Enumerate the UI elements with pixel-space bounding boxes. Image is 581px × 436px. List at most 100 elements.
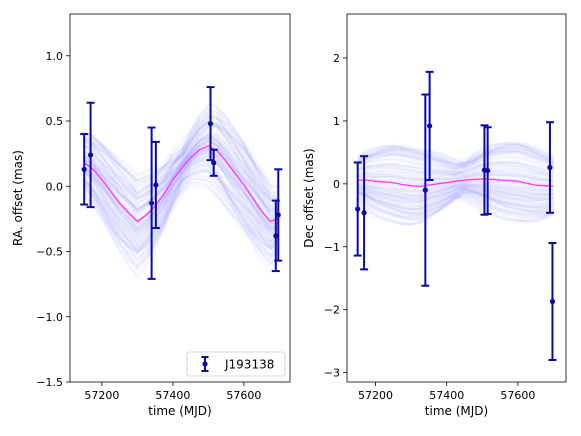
dec-model-curve — [357, 180, 554, 195]
x-tick-label: 57400 — [155, 389, 190, 402]
ra-model-curve — [83, 147, 281, 253]
dec-model-curve — [357, 187, 554, 211]
ra-model-curve — [83, 145, 280, 201]
ra-legend: J193138 — [186, 351, 286, 377]
y-tick-label: −1.5 — [36, 376, 63, 389]
dec-model-curve — [357, 181, 554, 198]
ra-model-curve — [83, 146, 281, 245]
ra-model-curve — [84, 117, 280, 184]
ra-model-curve — [83, 135, 280, 217]
ra-model-curve — [83, 115, 280, 194]
ra-model-curve — [83, 159, 281, 261]
ra-model-curve — [83, 156, 280, 227]
dec-model-curve — [357, 154, 554, 171]
ra-model-curve — [83, 178, 281, 268]
ra-model-curve — [83, 129, 280, 198]
dec-model-curve — [357, 184, 554, 200]
dec-y-ticks: −3 −2 −1 0 1 2 — [324, 52, 347, 380]
dec-fit-line-group — [357, 178, 554, 188]
dec-model-curve — [357, 144, 554, 167]
ra-model-curve — [83, 119, 280, 221]
ra-model-curve — [83, 177, 281, 254]
ra-model-curve — [83, 140, 280, 214]
ra-model-curve — [83, 167, 281, 247]
ra-model-curve — [83, 103, 280, 199]
dec-model-curve — [357, 184, 554, 201]
dec-model-curve — [357, 186, 554, 204]
dec-model-curve — [357, 196, 554, 226]
dec-model-curve — [357, 169, 554, 182]
ra-model-curve — [83, 129, 280, 232]
dec-model-curve — [357, 140, 555, 164]
dec-model-curve — [357, 182, 554, 193]
dec-model-curve — [357, 187, 554, 206]
dec-model-curve — [357, 142, 555, 167]
dec-model-curve — [357, 192, 554, 221]
ra-axes-frame — [69, 13, 291, 383]
dec-model-curve — [357, 146, 555, 170]
ra-model-curve — [83, 162, 281, 251]
dec-model-curve — [357, 188, 554, 215]
dec-model-curve — [357, 185, 554, 203]
dec-model-curve — [357, 146, 554, 169]
ra-model-curve — [83, 149, 280, 230]
ra-model-curve — [83, 146, 281, 248]
dec-model-curve — [357, 149, 554, 172]
ra-model-curve — [84, 124, 280, 188]
ra-model-curve — [83, 150, 280, 231]
ra-model-curve — [83, 111, 280, 216]
dec-model-curve — [357, 142, 555, 166]
dec-model-curve — [357, 193, 554, 219]
ra-model-curve — [83, 103, 280, 201]
data-point — [147, 126, 156, 280]
ra-model-curve — [83, 132, 280, 203]
ra-model-curve — [83, 150, 280, 211]
dec-model-curve — [357, 187, 554, 204]
dec-model-curve — [357, 190, 554, 218]
dec-model-curve — [357, 186, 554, 207]
ra-model-curve — [83, 142, 281, 250]
data-marker — [149, 200, 155, 206]
data-marker — [361, 210, 367, 216]
ra-model-curve — [83, 170, 281, 234]
ra-model-curve — [83, 167, 281, 253]
dec-model-curve — [357, 183, 554, 193]
dec-model-curve — [357, 191, 554, 220]
x-tick-label: 57600 — [226, 389, 261, 402]
dec-model-curve — [357, 146, 554, 168]
ra-model-curve — [84, 127, 280, 189]
ra-model-curve — [84, 121, 280, 192]
dec-model-curve — [357, 147, 554, 169]
ra-model-curve — [83, 176, 281, 242]
dec-model-curve — [357, 152, 554, 173]
dec-model-curve — [357, 151, 554, 170]
dec-model-curve — [357, 171, 554, 184]
ra-model-curve — [83, 109, 280, 195]
dec-model-curve — [357, 190, 554, 216]
ra-model-curve — [83, 161, 281, 269]
dec-model-curve — [357, 143, 554, 166]
dec-model-curve — [357, 184, 554, 202]
ra-model-curve — [83, 154, 281, 239]
ra-model-curve — [83, 113, 280, 199]
y-tick-label: 1 — [333, 115, 340, 128]
ra-model-curve — [83, 174, 281, 256]
ra-model-curve — [83, 152, 281, 255]
dec-model-curve — [357, 190, 554, 217]
dec-model-curve — [357, 167, 554, 180]
data-marker — [211, 160, 217, 166]
y-tick-label: −1.0 — [36, 311, 63, 324]
ra-model-curve — [83, 114, 280, 206]
ra-model-curve — [83, 137, 280, 237]
dec-model-curve — [357, 164, 554, 179]
dec-model-curve — [357, 183, 554, 199]
ra-model-curve — [83, 157, 281, 272]
ra-model-curve — [83, 119, 280, 219]
x-tick-label: 57600 — [500, 389, 535, 402]
dec-model-curve — [357, 189, 554, 215]
ra-model-curve — [83, 121, 280, 197]
ra-model-curve — [84, 116, 280, 189]
ra-y-ticks: −1.5 −1.0 −0.5 0.0 0.5 1.0 — [36, 50, 70, 389]
data-marker — [81, 166, 87, 172]
dec-model-curve — [357, 164, 554, 177]
